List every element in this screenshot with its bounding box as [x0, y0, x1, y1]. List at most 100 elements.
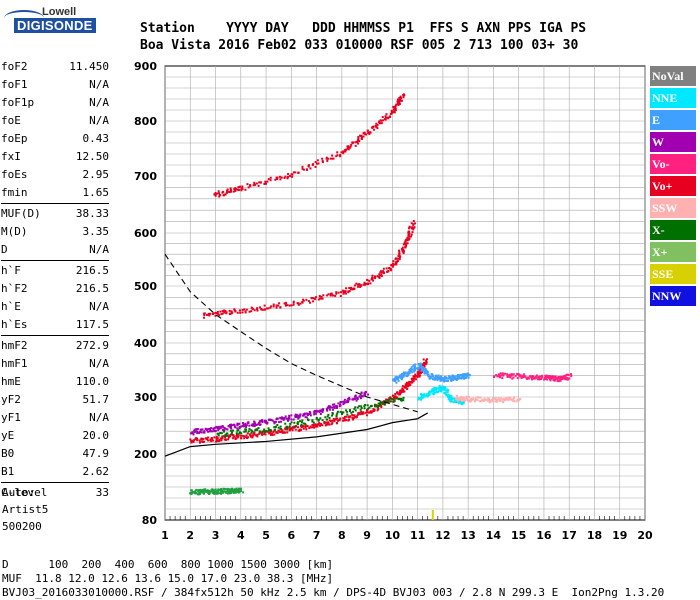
- data-point: [312, 163, 315, 166]
- data-point: [318, 409, 321, 412]
- data-point: [532, 376, 535, 379]
- param-value: 216.5: [75, 282, 109, 295]
- data-point: [276, 424, 279, 427]
- data-point: [292, 301, 295, 304]
- data-point: [433, 391, 436, 394]
- data-point: [444, 391, 447, 394]
- data-point: [360, 405, 363, 408]
- data-point: [199, 488, 202, 491]
- data-point: [364, 411, 367, 414]
- param-value: 3.35: [82, 225, 110, 238]
- data-point: [476, 399, 479, 402]
- data-point: [423, 372, 426, 375]
- param-row: yF1 N/A: [1, 409, 109, 427]
- data-point: [455, 378, 458, 381]
- data-point: [394, 397, 397, 400]
- data-point: [537, 375, 540, 378]
- data-point: [406, 371, 409, 374]
- y-tick-label: 80: [142, 514, 158, 527]
- data-point: [557, 379, 560, 382]
- data-point: [237, 487, 240, 490]
- data-point: [553, 376, 556, 379]
- data-point: [323, 420, 326, 423]
- param-label: foF1p: [1, 96, 35, 109]
- data-point: [329, 294, 332, 297]
- param-separator: [1, 482, 109, 483]
- data-point: [247, 436, 250, 439]
- data-point: [403, 390, 406, 393]
- data-point: [321, 424, 324, 427]
- auto-software: Artist5: [2, 503, 49, 516]
- data-point: [366, 404, 369, 407]
- legend-item: NNW: [650, 286, 696, 306]
- data-point: [258, 422, 261, 425]
- data-point: [483, 397, 486, 400]
- data-point: [227, 438, 230, 441]
- data-point: [281, 429, 284, 432]
- data-point: [255, 182, 258, 185]
- data-point: [257, 184, 260, 187]
- data-point: [399, 95, 402, 98]
- data-point: [226, 488, 229, 491]
- data-point: [335, 414, 338, 417]
- data-point: [323, 422, 326, 425]
- data-point: [302, 413, 305, 416]
- data-point: [350, 288, 353, 291]
- electron-density-profile: [164, 412, 429, 457]
- data-point: [322, 294, 325, 297]
- data-point: [492, 400, 495, 403]
- data-point: [237, 435, 240, 438]
- data-point: [265, 420, 268, 423]
- data-point: [284, 428, 287, 431]
- data-point: [261, 308, 264, 311]
- data-point: [398, 97, 401, 100]
- data-point: [199, 428, 202, 431]
- data-point: [306, 425, 309, 428]
- data-point: [404, 386, 407, 389]
- data-point: [394, 380, 397, 383]
- data-point: [314, 424, 317, 427]
- data-point: [358, 140, 361, 143]
- data-point: [439, 385, 442, 388]
- data-point: [226, 492, 229, 495]
- data-point: [380, 119, 383, 122]
- data-point: [229, 188, 232, 191]
- data-point: [331, 419, 334, 422]
- data-point: [408, 382, 411, 385]
- data-point: [278, 430, 281, 433]
- data-point: [447, 380, 450, 383]
- data-point: [207, 439, 210, 442]
- data-point: [437, 376, 440, 379]
- data-point: [360, 411, 363, 414]
- data-point: [388, 267, 391, 270]
- data-point: [397, 255, 400, 258]
- data-point: [440, 378, 443, 381]
- x-tick-label: 19: [612, 529, 627, 542]
- data-point: [204, 428, 207, 431]
- data-point: [359, 408, 362, 411]
- data-point: [215, 425, 218, 428]
- data-point: [431, 373, 434, 376]
- param-value: 11.450: [69, 60, 109, 73]
- data-point: [501, 398, 504, 401]
- data-point: [566, 373, 569, 376]
- data-point: [299, 413, 302, 416]
- data-point: [354, 141, 357, 144]
- data-point: [304, 416, 307, 419]
- data-point: [317, 162, 320, 165]
- data-point: [284, 303, 287, 306]
- data-point: [284, 175, 287, 178]
- data-point: [418, 366, 421, 369]
- data-point: [369, 131, 372, 134]
- data-point: [364, 283, 367, 286]
- data-point: [509, 376, 512, 379]
- data-point: [305, 298, 308, 301]
- param-row: h`F2 216.5: [1, 280, 109, 298]
- data-point: [191, 431, 194, 434]
- data-point: [275, 431, 278, 434]
- data-point: [499, 396, 502, 399]
- data-point: [435, 387, 438, 390]
- data-point: [228, 435, 231, 438]
- param-value: 110.0: [75, 375, 109, 388]
- data-point: [446, 390, 449, 393]
